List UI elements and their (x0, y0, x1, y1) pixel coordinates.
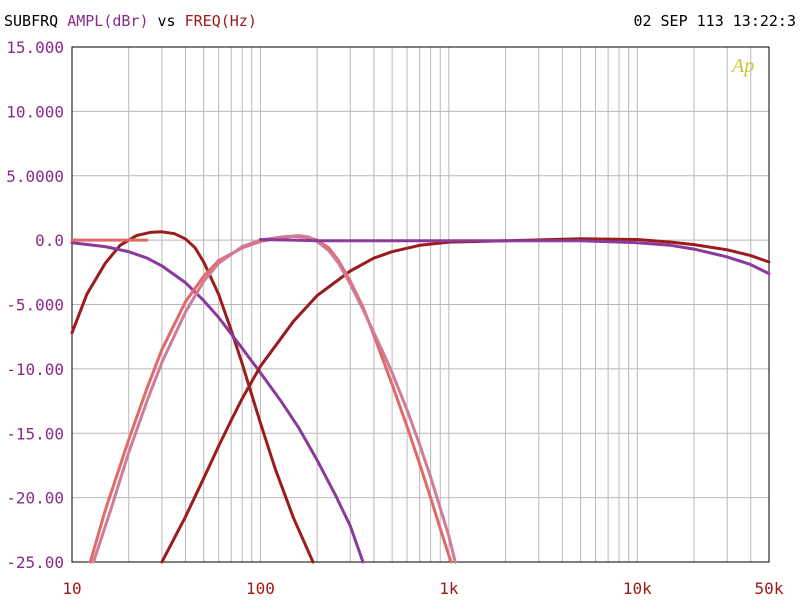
x-tick-label: 10k (623, 579, 652, 598)
series-line (160, 237, 771, 564)
y-tick-label: 15.000 (6, 38, 64, 57)
y-tick-label: -5.000 (6, 296, 64, 315)
y-tick-label: 0.0 (35, 231, 64, 250)
y-tick-label: -10.00 (6, 360, 64, 379)
y-tick-label: -20.00 (6, 489, 64, 508)
series-line (258, 238, 451, 243)
timestamp: 02 SEP 113 13:22:3 (633, 12, 796, 30)
y-tick-label: -15.00 (6, 424, 64, 443)
x-tick-label: 100 (246, 579, 275, 598)
title-segment: AMPL(dBr) (58, 12, 148, 30)
series-group (70, 230, 771, 564)
x-axis-tick-labels: 10 100 1k 10k 50k (62, 579, 783, 598)
plot-frame (71, 46, 770, 563)
y-tick-label: 5.0000 (6, 167, 64, 186)
chart-title: SUBFRQ AMPL(dBr) vs FREQ(Hz) (4, 12, 257, 30)
y-axis-tick-labels: 15.000 10.000 5.0000 0.0 -5.000 -10.00 -15.00 -… (6, 38, 64, 572)
title-segment: FREQ(Hz) (176, 12, 257, 30)
series-line (70, 241, 365, 564)
x-tick-label: 50k (755, 579, 784, 598)
series-line (92, 234, 457, 564)
title-text: SUBFRQ AMPL(dBr) vs FREQ(Hz) (4, 12, 257, 30)
x-tick-label: 1k (439, 579, 459, 598)
x-tick-label: 10 (62, 579, 81, 598)
series-line (447, 239, 771, 276)
y-tick-label: 10.000 (6, 102, 64, 121)
ap-logo: Ap (730, 55, 754, 77)
series-line (88, 234, 453, 564)
title-segment: SUBFRQ (4, 12, 58, 30)
plot-grid (72, 46, 769, 563)
title-segment: vs (149, 12, 176, 30)
y-tick-label: -25.00 (6, 553, 64, 572)
